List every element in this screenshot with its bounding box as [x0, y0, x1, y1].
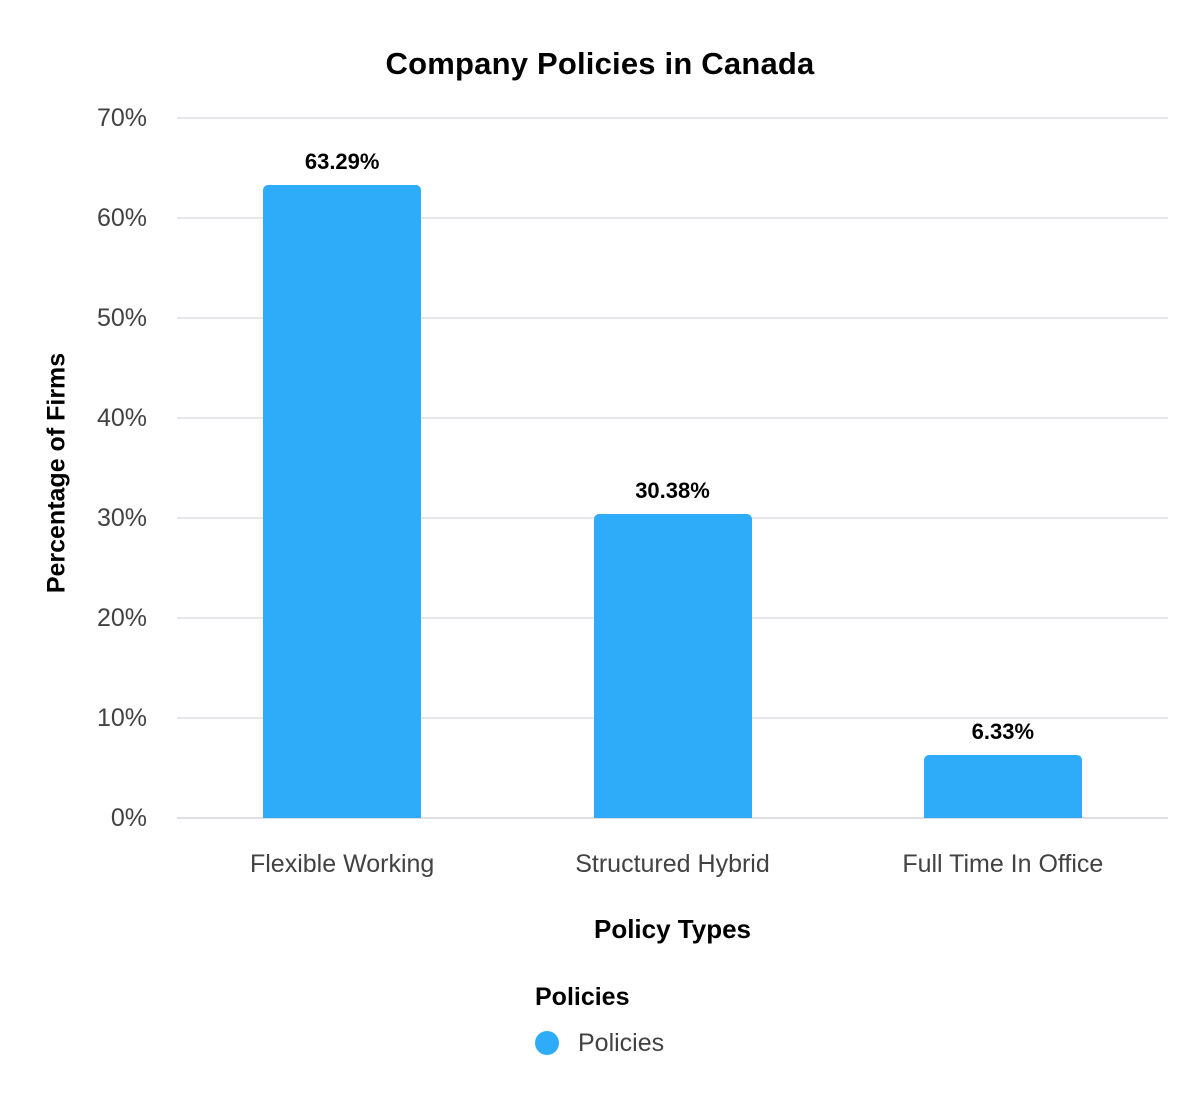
x-category-label-structured-hybrid: Structured Hybrid: [575, 850, 770, 878]
gridline: [177, 317, 1168, 319]
y-tick-label-40: 40%: [96, 404, 147, 432]
y-tick-label-50: 50%: [96, 304, 147, 332]
x-category-label-flexible-working: Flexible Working: [249, 850, 435, 878]
legend-label: Policies: [578, 1029, 665, 1057]
legend-marker-icon: [535, 1031, 559, 1055]
gridline: [177, 417, 1168, 419]
legend-title: Policies: [535, 983, 630, 1011]
legend: Policies Policies: [535, 983, 664, 1057]
bar-structured-hybrid[interactable]: [593, 514, 752, 818]
y-tick-label-70: 70%: [96, 104, 147, 132]
y-axis-title: Percentage of Firms: [42, 352, 71, 594]
plot-area: 63.29% 30.38% 6.33%: [177, 117, 1168, 819]
bar-value-label-flexible-working: 63.29%: [304, 149, 380, 175]
x-axis-baseline: [177, 817, 1168, 819]
y-tick-label-30: 30%: [96, 504, 147, 532]
bar-value-label-structured-hybrid: 30.38%: [635, 478, 710, 504]
y-tick-label-60: 60%: [96, 204, 147, 232]
bar-flexible-working[interactable]: [263, 185, 422, 818]
y-tick-label-0: 0%: [110, 804, 147, 832]
gridline: [177, 117, 1168, 119]
y-tick-label-20: 20%: [96, 604, 147, 632]
legend-item-policies[interactable]: Policies: [535, 1029, 664, 1057]
y-tick-label-10: 10%: [96, 704, 147, 732]
chart-title: Company Policies in Canada: [385, 46, 815, 81]
bar-value-label-full-time-in-office: 6.33%: [971, 718, 1035, 744]
gridline: [177, 217, 1168, 219]
x-category-label-full-time-in-office: Full Time In Office: [902, 850, 1104, 878]
bar-full-time-in-office[interactable]: [923, 754, 1082, 818]
x-axis-title: Policy Types: [593, 914, 752, 944]
